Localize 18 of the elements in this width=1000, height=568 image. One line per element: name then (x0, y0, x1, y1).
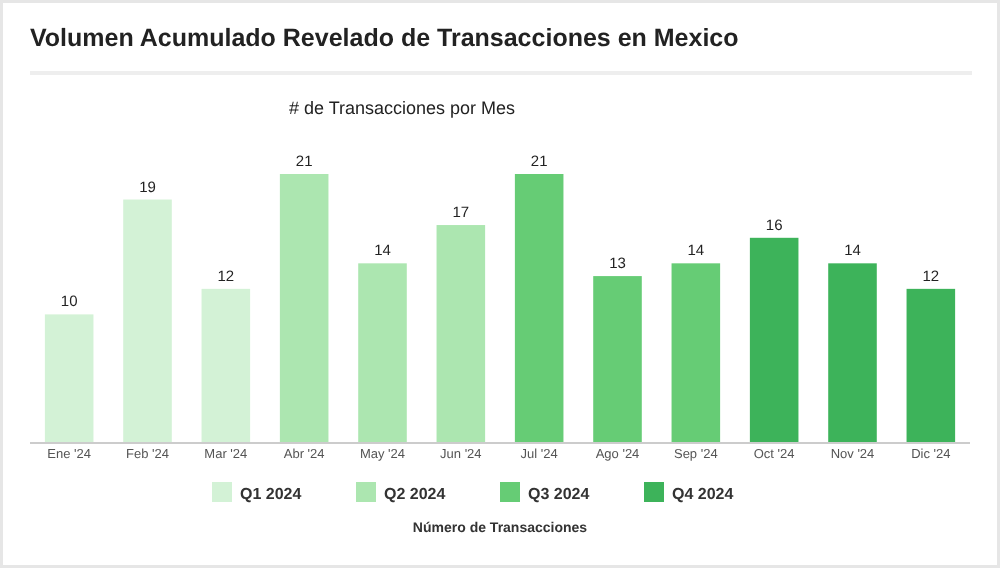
bar (123, 199, 172, 442)
bar (279, 174, 329, 442)
legend-label: Q1 2024 (240, 485, 303, 503)
bar (593, 276, 642, 442)
bar (906, 288, 956, 442)
chart-title: Volumen Acumulado Revelado de Transacciones en Mexico (30, 24, 740, 52)
bar (201, 288, 251, 442)
bar (44, 314, 94, 442)
bar (671, 263, 721, 442)
legend-label: Q4 2024 (672, 485, 735, 503)
legend-label: Q2 2024 (384, 485, 447, 503)
chart-subtitle: # de Transacciones por Mes (288, 98, 517, 118)
bar (436, 225, 486, 442)
bar (358, 263, 407, 442)
bar (514, 174, 564, 442)
legend-label: Q3 2024 (528, 485, 591, 503)
bar (749, 237, 799, 442)
bar (828, 263, 877, 442)
